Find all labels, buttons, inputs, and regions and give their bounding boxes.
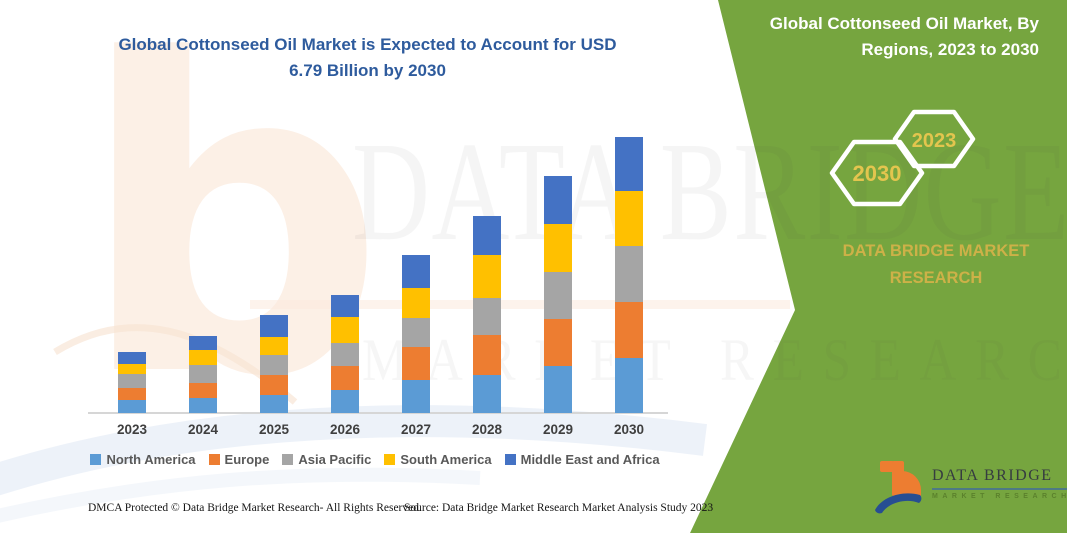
legend-label-asia-pacific: Asia Pacific (298, 452, 372, 467)
legend-label-middle-east-and-africa: Middle East and Africa (520, 452, 660, 467)
bar-segment-europe (402, 347, 430, 381)
bar-segment-europe (473, 335, 501, 375)
bar-segment-south-america (331, 316, 359, 343)
bar-segment-europe (331, 365, 359, 390)
legend-swatch-middle-east-and-africa (504, 454, 516, 465)
legend-label-south-america: South America (400, 452, 492, 467)
bar-segment-asia-pacific (544, 271, 572, 319)
legend-swatch-europe (208, 454, 220, 465)
bar-segment-north-america (615, 358, 643, 413)
bar-segment-middle-east-and-africa (615, 137, 643, 192)
legend-item-asia-pacific: Asia Pacific (282, 452, 371, 467)
bar-segment-asia-pacific (331, 342, 359, 366)
brand-text-line2: RESEARCH (889, 269, 983, 288)
legend-item-south-america: South America (384, 452, 492, 467)
bar-segment-middle-east-and-africa (402, 254, 430, 288)
bar-segment-europe (544, 318, 572, 366)
x-axis-label-2029: 2029 (542, 422, 574, 437)
year-hexagons: 2030 2023 (829, 109, 976, 207)
bar-segment-south-america (473, 255, 501, 299)
legend-swatch-asia-pacific (282, 454, 294, 465)
x-axis-label-2024: 2024 (187, 422, 219, 437)
x-axis-label-2027: 2027 (400, 422, 432, 437)
hexagon-2023 (892, 109, 976, 169)
bar-segment-middle-east-and-africa (473, 216, 501, 256)
x-axis-label-2023: 2023 (116, 422, 148, 437)
brand-text-line1: DATA BRIDGE MARKET (842, 242, 1030, 260)
panel-title: Global Cottonseed Oil Market, By Regions… (769, 14, 1039, 59)
bar-segment-south-america (544, 223, 572, 272)
bar-segment-europe (615, 302, 643, 359)
hexagon-2030-label: 2030 (853, 161, 902, 186)
main-title: Global Cottonseed Oil Market is Expected… (118, 35, 617, 81)
footer-source-text: Source: Data Bridge Market Research Mark… (404, 502, 714, 514)
x-axis-label-2026: 2026 (329, 422, 361, 437)
legend-item-middle-east-and-africa: Middle East and Africa (504, 452, 660, 467)
chart-legend: North America Europe Asia Pacific South Ame… (70, 452, 680, 467)
bar-segment-asia-pacific (402, 318, 430, 348)
bar-segment-asia-pacific (615, 246, 643, 303)
legend-item-europe: Europe (208, 452, 270, 467)
x-axis-label-2030: 2030 (613, 422, 645, 437)
legend-label-north-america: North America (106, 452, 196, 467)
bar-segment-south-america (615, 191, 643, 247)
footer-dmca-text: DMCA Protected © Data Bridge Market Rese… (88, 502, 422, 514)
databridge-logo: DATA BRIDGE MARKET RESEARCH (872, 458, 1067, 516)
bar-2030 (615, 137, 643, 413)
brand-text: DATA BRIDGE MARKET RESEARCH (822, 238, 1050, 292)
bar-segment-middle-east-and-africa (544, 175, 572, 224)
legend-swatch-south-america (384, 454, 396, 465)
x-axis-label-2025: 2025 (258, 422, 290, 437)
logo-wordmark: DATA BRIDGE (932, 467, 1067, 490)
hexagon-2023-label: 2023 (912, 130, 957, 152)
databridge-logo-icon (875, 461, 922, 514)
legend-label-europe: Europe (224, 452, 270, 467)
x-axis-label-2028: 2028 (471, 422, 503, 437)
legend-item-north-america: North America (90, 452, 196, 467)
legend-swatch-north-america (90, 454, 102, 465)
hexagon-2030 (829, 139, 925, 207)
logo-subtext: MARKET RESEARCH (932, 493, 1067, 500)
